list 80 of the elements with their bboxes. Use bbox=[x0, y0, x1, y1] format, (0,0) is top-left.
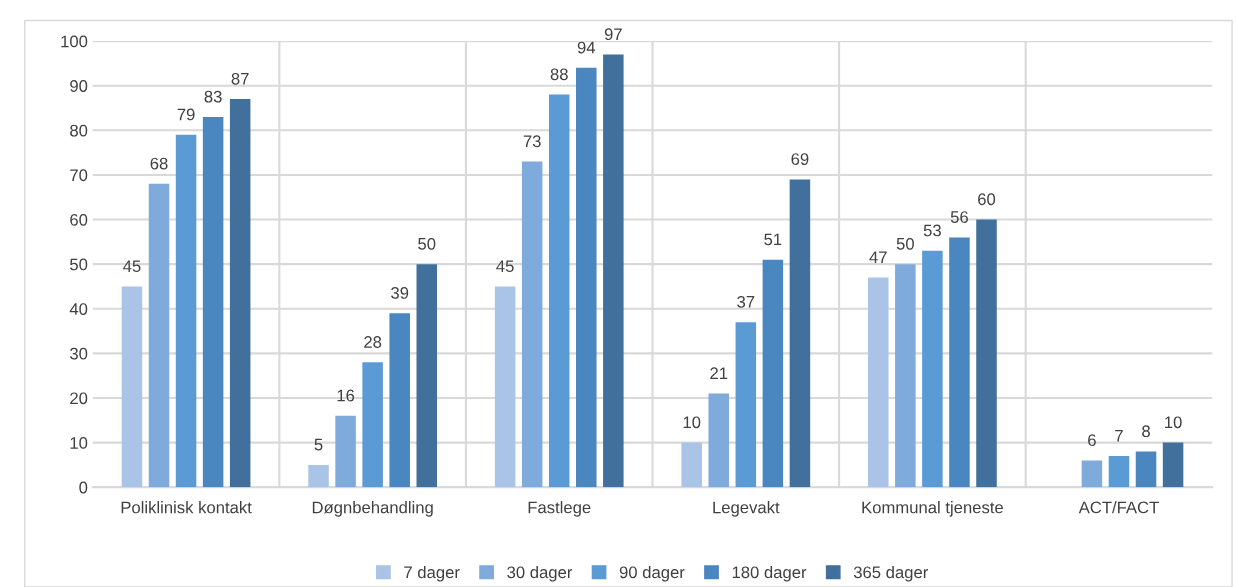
bar bbox=[175, 134, 197, 488]
bar bbox=[308, 464, 329, 488]
data-label: 10 bbox=[1165, 416, 1182, 429]
bar bbox=[868, 277, 889, 488]
bar bbox=[735, 322, 757, 488]
data-label: 45 bbox=[123, 260, 141, 273]
data-label: 39 bbox=[391, 287, 409, 299]
data-label: 16 bbox=[337, 389, 355, 402]
data-label: 87 bbox=[231, 72, 249, 85]
bar bbox=[362, 362, 383, 488]
legend-label: 180 dager bbox=[732, 565, 807, 582]
data-label: 45 bbox=[496, 260, 514, 273]
bar bbox=[1081, 460, 1103, 488]
bar bbox=[548, 94, 570, 488]
data-label: 94 bbox=[577, 41, 596, 54]
legend-label: 30 dager bbox=[507, 565, 573, 582]
bar bbox=[762, 259, 784, 488]
bar bbox=[521, 161, 543, 488]
y-tick-label: 40 bbox=[69, 303, 88, 315]
data-label: 37 bbox=[737, 295, 755, 308]
data-label: 6 bbox=[1088, 434, 1096, 447]
y-tick-label: 90 bbox=[70, 80, 88, 92]
data-label: 53 bbox=[923, 224, 941, 237]
bar bbox=[708, 393, 730, 488]
bar bbox=[603, 54, 624, 488]
bar bbox=[1162, 442, 1184, 488]
y-tick-label: 10 bbox=[70, 437, 88, 449]
data-label: 83 bbox=[204, 90, 222, 103]
x-tick-label: Poliklinisk kontakt bbox=[121, 501, 252, 514]
data-label: 68 bbox=[150, 157, 168, 170]
bar bbox=[494, 286, 516, 488]
data-label: 47 bbox=[869, 251, 887, 263]
x-tick-label: Kommunal tjeneste bbox=[862, 501, 1003, 517]
y-tick-label: 100 bbox=[61, 35, 88, 48]
bar bbox=[335, 415, 356, 488]
y-tick-label: 0 bbox=[79, 481, 88, 494]
legend-label: 90 dager bbox=[619, 565, 685, 582]
bar bbox=[1135, 451, 1157, 488]
data-label: 21 bbox=[710, 367, 728, 379]
bar bbox=[121, 286, 143, 488]
bar bbox=[389, 313, 410, 488]
data-label: 8 bbox=[1142, 425, 1150, 438]
data-label: 10 bbox=[683, 416, 701, 429]
bar bbox=[1108, 455, 1130, 488]
bar bbox=[148, 183, 170, 488]
data-label: 60 bbox=[978, 193, 996, 206]
data-label: 73 bbox=[523, 135, 541, 148]
bar bbox=[922, 250, 943, 488]
legend-label: 365 dager bbox=[853, 565, 929, 582]
bar bbox=[895, 264, 916, 488]
data-label: 51 bbox=[764, 233, 782, 246]
bar bbox=[416, 264, 438, 488]
data-label: 79 bbox=[177, 108, 195, 121]
data-label: 97 bbox=[604, 28, 622, 41]
data-label: 28 bbox=[364, 336, 382, 348]
y-tick-label: 60 bbox=[70, 213, 88, 226]
data-label: 56 bbox=[950, 211, 968, 223]
data-label: 5 bbox=[314, 438, 323, 451]
x-tick-label: Fastlege bbox=[528, 501, 591, 517]
bar bbox=[976, 219, 997, 488]
y-tick-label: 70 bbox=[70, 169, 88, 182]
x-tick-label: Legevakt bbox=[713, 501, 780, 517]
y-tick-label: 30 bbox=[70, 347, 88, 360]
y-tick-label: 80 bbox=[70, 124, 88, 137]
bar bbox=[681, 442, 702, 488]
data-label: 50 bbox=[896, 237, 914, 250]
y-tick-label: 50 bbox=[70, 258, 88, 271]
bar bbox=[202, 116, 224, 488]
x-tick-label: ACT/FACT bbox=[1078, 501, 1159, 514]
data-label: 7 bbox=[1115, 429, 1123, 442]
y-tick-label: 20 bbox=[70, 392, 88, 405]
legend-label: 7 dager bbox=[404, 565, 460, 582]
bar bbox=[949, 237, 970, 488]
data-label: 50 bbox=[418, 237, 436, 250]
data-label: 88 bbox=[550, 68, 568, 81]
bar bbox=[576, 67, 597, 488]
x-tick-label: Døgnbehandling bbox=[312, 501, 433, 517]
bar bbox=[789, 179, 811, 488]
data-label: 69 bbox=[791, 153, 809, 165]
bar bbox=[229, 99, 251, 488]
